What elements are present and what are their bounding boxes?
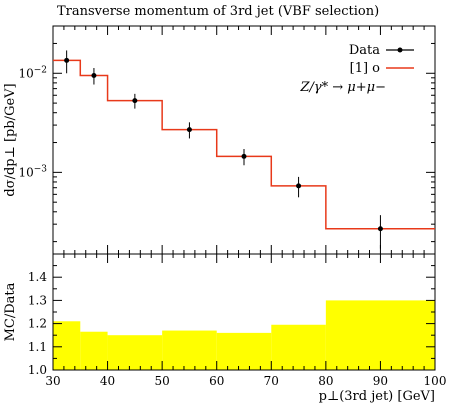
data-point: [64, 57, 70, 63]
data-point: [91, 72, 97, 78]
data-point: [132, 98, 138, 104]
process-annotation: Z/γ* → μ+μ−: [299, 80, 386, 95]
x-axis-label: p⊥(3rd jet) [GeV]: [319, 389, 435, 404]
x-tick-label: 50: [155, 374, 170, 388]
legend-label-data: Data: [349, 43, 380, 58]
x-tick-label: 100: [424, 374, 447, 388]
y-tick-label: 1.2: [28, 317, 47, 331]
y-tick-label: 1.4: [28, 270, 47, 284]
y-tick-label: 1.0: [28, 363, 47, 377]
chart-title: Transverse momentum of 3rd jet (VBF sele…: [57, 4, 380, 19]
ratio-bar: [107, 335, 163, 370]
data-point: [241, 153, 247, 159]
ratio-bar: [53, 321, 81, 370]
x-tick-label: 70: [264, 374, 279, 388]
x-tick-label: 80: [318, 374, 333, 388]
y-axis-label: dσ/dp⊥ [pb/GeV]: [3, 83, 18, 196]
ratio-bar: [216, 332, 272, 370]
y-tick-label: 1.3: [28, 293, 47, 307]
x-tick-label: 90: [373, 374, 388, 388]
x-tick-label: 40: [100, 374, 115, 388]
legend-marker-data: [397, 47, 403, 53]
ratio-bar: [162, 330, 217, 370]
x-tick-label: 30: [45, 374, 60, 388]
legend-label-mc: [1] o: [350, 61, 381, 76]
x-tick-label: 60: [209, 374, 224, 388]
y-tick-label: 10−2: [18, 65, 47, 80]
main-panel: 10−3 10−2 Data [1] o Z/γ* → μ+μ− dσ/dp⊥ [pb/G…: [3, 25, 436, 255]
y-tick-label: 1.1: [28, 340, 47, 354]
ratio-panel: 30 40 50 60 70 80 90 100 1.0 1.1 1.2 1.3 1.4 MC/Data p…: [3, 253, 447, 404]
data-point: [377, 226, 383, 232]
ratio-bar: [271, 324, 326, 370]
y-tick-label: 10−3: [18, 164, 47, 179]
data-point: [186, 127, 192, 133]
ratio-bar: [325, 300, 435, 370]
ratio-bar: [80, 331, 108, 370]
data-point: [296, 183, 302, 189]
ratio-y-axis-label: MC/Data: [3, 282, 18, 341]
